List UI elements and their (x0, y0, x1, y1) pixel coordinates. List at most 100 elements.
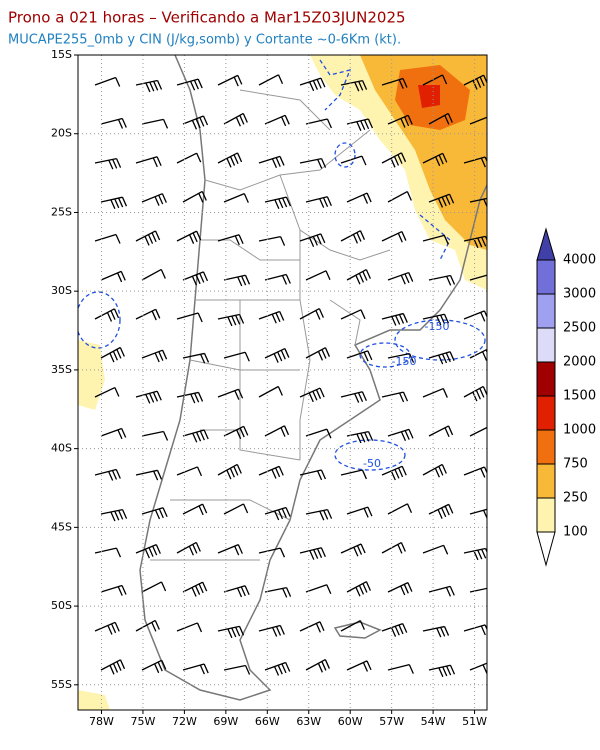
wind-barb (428, 351, 455, 365)
wind-barb (340, 230, 366, 244)
wind-barb (182, 581, 208, 597)
wind-barb (381, 391, 409, 403)
wind-barb (299, 308, 324, 320)
lat-tick-label: 55S (51, 678, 72, 691)
wind-barb (299, 387, 325, 403)
wind-barb (141, 430, 169, 441)
wind-barb (223, 664, 251, 675)
lat-tick-label: 45S (51, 520, 72, 533)
wind-barb (346, 118, 374, 131)
wind-barb (381, 623, 408, 637)
title: Prono a 021 horas – Verificando a Mar15Z… (8, 9, 406, 27)
colorbar-end (536, 531, 556, 567)
wind-barb (264, 196, 292, 210)
wind-barb (299, 547, 326, 560)
colorbar-end (536, 227, 556, 261)
coastline (139, 55, 487, 701)
contour-label: -150 (425, 320, 450, 333)
colorbar-box (536, 497, 556, 533)
subtitle: MUCAPE255_0mb y CIN (J/kg,somb) y Cortan… (8, 33, 401, 48)
colorbar-label: 100 (563, 525, 588, 540)
wind-barb (223, 503, 249, 515)
colorbar-box (536, 327, 556, 363)
colorbar-box (536, 463, 556, 499)
wind-barb (135, 390, 162, 404)
wind-barb (264, 347, 290, 363)
wind-barb (387, 663, 414, 674)
wind-barb (299, 157, 327, 169)
wind-barb (258, 310, 285, 324)
colorbar-label: 4000 (563, 253, 596, 268)
cape-shade (418, 85, 440, 108)
colorbar-box (536, 361, 556, 397)
wind-barb (135, 156, 162, 168)
wind-barb (141, 507, 168, 520)
wind-barb (469, 587, 487, 593)
wind-barb (176, 78, 203, 91)
wind-barb (469, 662, 487, 675)
wind-barb (381, 77, 408, 89)
wind-barb (176, 391, 204, 404)
wind-barb (463, 310, 487, 322)
wind-barb (141, 581, 167, 593)
wind-barb (428, 664, 456, 678)
wind-barb (346, 581, 372, 597)
cape-shade (78, 690, 110, 710)
wind-barb (463, 385, 487, 402)
wind-barb (305, 270, 331, 281)
lon-tick-label: 72W (172, 715, 197, 728)
wind-barb (100, 659, 126, 675)
colorbar-label: 750 (563, 457, 588, 472)
wind-barb (182, 271, 209, 286)
wind-barb (422, 625, 450, 638)
wind-barb (264, 425, 290, 437)
wind-barb (182, 115, 209, 130)
wind-barb (217, 313, 245, 327)
wind-barb (340, 155, 367, 166)
wind-barb (463, 466, 487, 478)
wind-barb (387, 428, 414, 442)
wind-barb (100, 346, 125, 363)
lon-tick-label: 66W (255, 715, 280, 728)
wind-barb (182, 503, 208, 516)
wind-barb (217, 234, 244, 246)
wind-barb (346, 660, 372, 672)
colorbar-box (536, 293, 556, 329)
wind-barb (176, 152, 202, 164)
wind-barb (346, 350, 373, 362)
wind-barb (387, 352, 415, 363)
wind-barb (135, 230, 161, 246)
wind-barb (305, 658, 330, 673)
lat-tick-label: 30S (51, 284, 72, 297)
colorbar-box (536, 259, 556, 295)
lon-tick-label: 75W (131, 715, 156, 728)
wind-barb (264, 273, 291, 285)
wind-barb (100, 117, 127, 129)
wind-barb (100, 508, 128, 522)
wind-barb (428, 274, 456, 286)
colorbar-label: 1000 (563, 423, 596, 438)
wind-barb (217, 388, 244, 400)
wind-barb (463, 74, 487, 90)
wind-barb (135, 308, 161, 321)
wind-barb (299, 77, 326, 92)
wind-barb (428, 425, 454, 438)
wind-barb (182, 352, 210, 364)
wind-barb (469, 348, 487, 361)
colorbar-label: 1500 (563, 389, 596, 404)
wind-barb (223, 112, 248, 127)
wind-barb (381, 152, 407, 168)
lon-tick-label: 78W (89, 715, 114, 728)
wind-barb (94, 233, 121, 244)
wind-barb (100, 270, 126, 283)
wind-barb (305, 196, 332, 208)
wind-barb (422, 387, 448, 398)
wind-barb (387, 190, 412, 203)
wind-barb (223, 274, 251, 287)
lat-tick-label: 50S (51, 599, 72, 612)
wind-barb (94, 547, 122, 558)
wind-barb (258, 547, 286, 558)
wind-barb (141, 118, 169, 129)
wind-barb (182, 663, 209, 675)
